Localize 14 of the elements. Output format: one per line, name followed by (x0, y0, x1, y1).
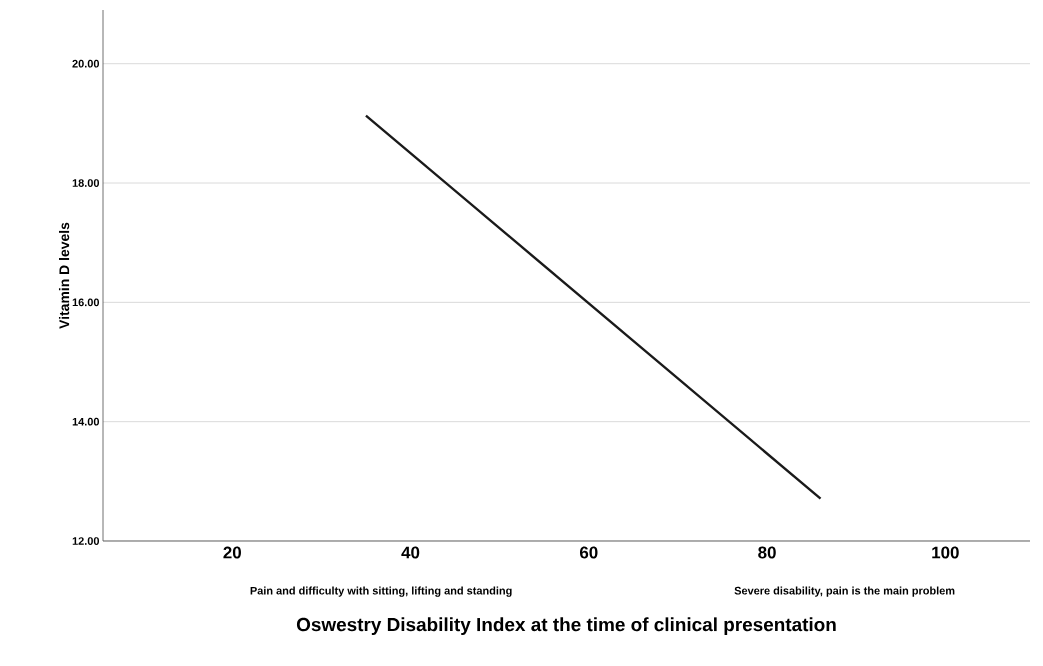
x-tick-label: 40 (401, 546, 420, 559)
text: Severe disability, pain is the main problem (734, 586, 955, 597)
y-tick-label: 12.00 (72, 537, 100, 545)
text: Pain and difficulty with sitting, lifting and standing (250, 586, 512, 597)
y-axis-title: Vitamin D levels (58, 222, 70, 329)
y-tick-label: 14.00 (72, 417, 100, 426)
x-tick-label: 60 (579, 546, 598, 559)
x-axis-title: Oswestry Disability Index at the time of clinical presentation (296, 617, 836, 635)
y-tick-label: 16.00 (72, 298, 100, 307)
x-tick-label: 20 (223, 546, 241, 559)
y-tick-label: 20.00 (72, 59, 100, 68)
x-tick-label: 100 (932, 546, 959, 559)
y-tick-label: 18.00 (72, 179, 100, 187)
x-tick-label: 80 (758, 546, 776, 559)
